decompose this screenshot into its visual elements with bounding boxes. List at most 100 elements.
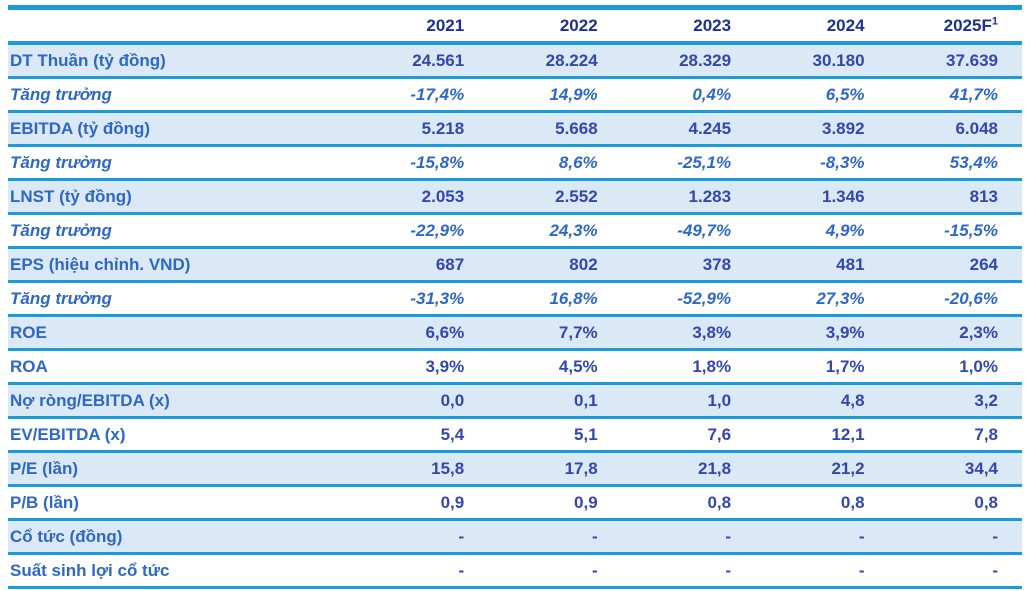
- cell-value: -: [458, 561, 465, 580]
- cell-value: -: [992, 561, 998, 580]
- table-row: P/B (lần) 0,9 0,9 0,8 0,8 0,8: [8, 486, 1022, 520]
- cell-value: -17,4%: [410, 85, 465, 104]
- cell-value: 1,7%: [825, 357, 865, 376]
- cell-value: 264: [969, 255, 998, 274]
- cell-value: -15,8%: [410, 153, 465, 172]
- cell-value: 1,0%: [959, 357, 998, 376]
- cell-value: 3,9%: [825, 323, 865, 342]
- cell-value: 16,8%: [549, 289, 598, 308]
- cell-value: 2.053: [421, 187, 465, 206]
- cell-value: 1,8%: [692, 357, 732, 376]
- cell-value: -: [992, 527, 998, 546]
- table-row: EBITDA (tỷ đồng) 5.218 5.668 4.245 3.892 6.04…: [8, 111, 1022, 146]
- cell-value: 378: [702, 255, 732, 274]
- cell-value: 3,8%: [692, 323, 732, 342]
- cell-value: 0,9: [574, 493, 598, 512]
- cell-value: 53,4%: [949, 153, 998, 172]
- cell-value: 12,1: [831, 425, 865, 444]
- cell-value: 17,8: [564, 459, 598, 478]
- table-row: Tăng trưởng -15,8% 8,6% -25,1% -8,3% 53,4%: [8, 146, 1022, 180]
- cell-value: 7,6: [707, 425, 732, 444]
- footnote-marker: 1: [991, 15, 998, 28]
- cell-value: 5,4: [440, 425, 465, 444]
- cell-value: -: [591, 561, 598, 580]
- cell-value: 4,8: [840, 391, 865, 410]
- cell-value: 5.218: [421, 119, 465, 138]
- cell-value: -49,7%: [677, 221, 732, 240]
- cell-value: -: [725, 561, 732, 580]
- cell-value: 24,3%: [549, 221, 598, 240]
- cell-value: 0,9: [440, 493, 465, 512]
- cell-value: 3,9%: [425, 357, 465, 376]
- cell-value: -: [591, 527, 598, 546]
- row-label: DT Thuần (tỷ đồng): [10, 51, 166, 70]
- cell-value: -: [725, 527, 732, 546]
- cell-value: 28.329: [679, 51, 732, 70]
- row-label: EBITDA (tỷ đồng): [10, 119, 151, 138]
- cell-value: 21,2: [831, 459, 865, 478]
- cell-value: 41,7%: [949, 85, 998, 104]
- cell-value: 37.639: [946, 51, 998, 70]
- cell-value: 1,0: [707, 391, 732, 410]
- cell-value: 6.048: [955, 119, 998, 138]
- cell-value: -15,5%: [944, 221, 998, 240]
- cell-value: 4,5%: [558, 357, 598, 376]
- cell-value: 8,6%: [558, 153, 598, 172]
- cell-value: 813: [969, 187, 998, 206]
- table-row: Cổ tức (đồng) - - - - -: [8, 519, 1022, 554]
- cell-value: 0,1: [574, 391, 598, 410]
- cell-value: 6,5%: [825, 85, 865, 104]
- cell-value: 14,9%: [549, 85, 598, 104]
- cell-value: 4,9%: [825, 221, 865, 240]
- cell-value: -: [858, 527, 865, 546]
- cell-value: 0,8: [840, 493, 865, 512]
- year-column-2022: 2022: [559, 16, 598, 35]
- table-row: Tăng trưởng -22,9% 24,3% -49,7% 4,9% -15,5%: [8, 214, 1022, 248]
- row-label: EPS (hiệu chỉnh. VND): [10, 255, 191, 274]
- cell-value: 802: [569, 255, 598, 274]
- table-row: DT Thuần (tỷ đồng) 24.561 28.224 28.329 30.1…: [8, 43, 1022, 78]
- cell-value: -52,9%: [677, 289, 732, 308]
- cell-value: 7,8: [974, 425, 998, 444]
- cell-value: 30.180: [812, 51, 865, 70]
- cell-value: 15,8: [431, 459, 465, 478]
- cell-value: 481: [836, 255, 865, 274]
- year-column-2024: 2024: [826, 16, 865, 35]
- table-row: ROA 3,9% 4,5% 1,8% 1,7% 1,0%: [8, 350, 1022, 384]
- table-row: EV/EBITDA (x) 5,4 5,1 7,6 12,1 7,8: [8, 418, 1022, 452]
- cell-value: 7,7%: [558, 323, 598, 342]
- corner-cell: [8, 8, 355, 44]
- cell-value: 0,8: [974, 493, 998, 512]
- forecast-year-label: 2025F: [943, 16, 992, 35]
- cell-value: 27,3%: [816, 289, 865, 308]
- financial-summary-table: 2021 2022 2023 2024 2025F1 DT Thuần (tỷ …: [8, 5, 1022, 589]
- cell-value: 24.561: [412, 51, 465, 70]
- cell-value: 21,8: [698, 459, 732, 478]
- table-body: DT Thuần (tỷ đồng) 24.561 28.224 28.329 30.1…: [8, 43, 1022, 588]
- table-row: LNST (tỷ đồng) 2.053 2.552 1.283 1.346 813: [8, 179, 1022, 214]
- cell-value: -22,9%: [410, 221, 465, 240]
- cell-value: -31,3%: [410, 289, 465, 308]
- cell-value: -20,6%: [944, 289, 998, 308]
- cell-value: 28.224: [545, 51, 598, 70]
- row-label: LNST (tỷ đồng): [10, 187, 132, 206]
- cell-value: 3,2: [974, 391, 998, 410]
- row-label: P/B (lần): [10, 493, 79, 512]
- cell-value: 687: [435, 255, 465, 274]
- row-label: Tăng trưởng: [10, 289, 112, 308]
- cell-value: 2,3%: [959, 323, 998, 342]
- cell-value: 6,6%: [425, 323, 465, 342]
- row-label: Cổ tức (đồng): [10, 527, 123, 546]
- row-label: P/E (lần): [10, 459, 79, 478]
- cell-value: -25,1%: [677, 153, 732, 172]
- cell-value: 0,8: [707, 493, 732, 512]
- cell-value: -: [458, 527, 465, 546]
- cell-value: 1.283: [688, 187, 732, 206]
- table-row: P/E (lần) 15,8 17,8 21,8 21,2 34,4: [8, 451, 1022, 486]
- row-label: Suất sinh lợi cổ tức: [10, 561, 170, 580]
- row-label: ROA: [10, 357, 48, 376]
- row-label: Nợ ròng/EBITDA (x): [10, 391, 170, 410]
- cell-value: 0,4%: [692, 85, 732, 104]
- table-row: Tăng trưởng -31,3% 16,8% -52,9% 27,3% -20,6%: [8, 282, 1022, 316]
- cell-value: 34,4: [964, 459, 998, 478]
